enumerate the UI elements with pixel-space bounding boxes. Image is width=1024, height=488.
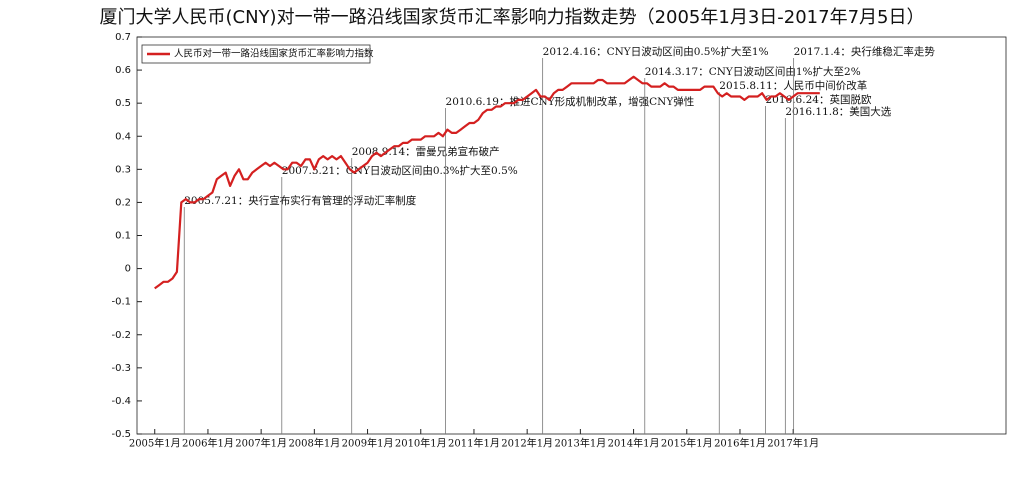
annotation-label: 2008.9.14：雷曼兄弟宣布破产 [352, 145, 500, 158]
annotation-label: 2005.7.21：央行宣布实行有管理的浮动汇率制度 [184, 194, 416, 207]
x-tick-label: 2013年1月 [554, 437, 606, 450]
x-tick-label: 2012年1月 [501, 437, 553, 450]
y-tick-label: 0 [125, 264, 131, 275]
y-tick-label: -0.3 [111, 363, 131, 374]
x-tick-label: 2015年1月 [661, 437, 713, 450]
x-tick-label: 2016年1月 [714, 437, 766, 450]
annotation-label: 2014.3.17：CNY日波动区间由1%扩大至2% [645, 65, 861, 78]
annotation-label: 2007.5.21：CNY日波动区间由0.3%扩大至0.5% [282, 164, 518, 177]
x-tick-label: 2007年1月 [235, 437, 287, 450]
x-tick-label: 2008年1月 [288, 437, 340, 450]
x-tick-label: 2014年1月 [608, 437, 660, 450]
chart-title: 厦门大学人民币(CNY)对一带一路沿线国家货币汇率影响力指数走势（2005年1月… [100, 7, 925, 28]
y-tick-label: -0.5 [111, 429, 131, 440]
legend-label: 人民币对一带一路沿线国家货币汇率影响力指数 [174, 48, 374, 60]
x-tick-label: 2011年1月 [448, 437, 500, 450]
annotation-label: 2017.1.4：央行维稳汇率走势 [794, 45, 936, 58]
x-tick-label: 2009年1月 [342, 437, 394, 450]
annotation-label: 2010.6.19：推进CNY形成机制改革，增强CNY弹性 [446, 95, 695, 108]
x-tick-label: 2006年1月 [182, 437, 234, 450]
y-tick-label: -0.2 [111, 330, 131, 341]
y-tick-label: -0.1 [111, 297, 131, 308]
y-tick-label: 0.5 [115, 98, 131, 109]
y-tick-label: 0.3 [115, 164, 131, 175]
x-tick-label: 2005年1月 [129, 437, 181, 450]
y-tick-label: 0.7 [115, 32, 131, 43]
y-tick-label: -0.4 [111, 396, 131, 407]
x-tick-label: 2010年1月 [395, 437, 447, 450]
x-tick-label: 2017年1月 [767, 437, 819, 450]
legend-box [141, 44, 371, 64]
y-tick-label: 0.6 [115, 65, 131, 76]
annotation-label: 2016.11.8：美国大选 [785, 105, 891, 118]
y-tick-label: 0.2 [115, 197, 131, 208]
series-line [154, 75, 820, 290]
y-tick-label: 0.1 [115, 231, 131, 242]
y-tick-label: 0.4 [115, 131, 131, 142]
annotation-label: 2012.4.16：CNY日波动区间由0.5%扩大至1% [543, 45, 769, 58]
